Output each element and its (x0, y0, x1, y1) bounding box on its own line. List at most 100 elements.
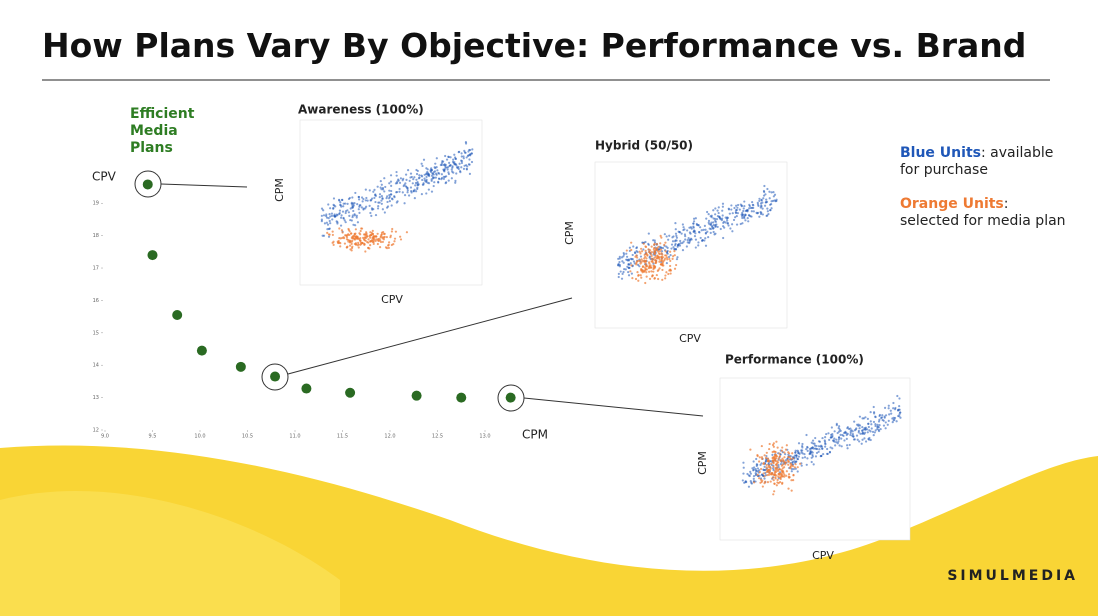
inset-dot (861, 438, 864, 441)
inset-dot (795, 454, 798, 457)
inset-dot (781, 463, 784, 466)
inset-dot (837, 438, 841, 441)
inset-dot (619, 270, 622, 273)
inset-dot (344, 234, 347, 237)
inset-dot (364, 235, 367, 239)
inset-dot (855, 434, 859, 437)
inset-dot (667, 238, 670, 241)
inset-dot (446, 168, 449, 171)
inset-dot (447, 179, 450, 182)
inset-dot (390, 230, 394, 233)
inset-dot (332, 197, 336, 200)
inset-dot (765, 214, 768, 218)
inset-dot (652, 264, 655, 267)
inset-dot (658, 250, 662, 253)
inset-dot (378, 246, 382, 249)
inset-dot (385, 206, 389, 209)
inset-dot (358, 239, 362, 242)
plan-point (142, 179, 153, 190)
inset-dot (617, 257, 620, 260)
inset-dot (440, 176, 444, 180)
inset-dot (872, 411, 876, 414)
inset-dot (820, 454, 823, 458)
y-axis-label: CPV (92, 170, 117, 184)
inset-dot (445, 158, 449, 161)
inset-dot (366, 240, 369, 244)
inset-dot (787, 463, 790, 466)
inset-dot (874, 423, 877, 426)
inset-dot (641, 265, 644, 269)
inset-dot (787, 473, 791, 476)
inset-dot (468, 158, 471, 161)
inset-dot (857, 431, 860, 434)
inset-dot (753, 466, 756, 469)
inset-dot (657, 252, 661, 255)
inset-dot (623, 268, 626, 271)
inset-dot (866, 431, 869, 434)
inset-dot (799, 462, 802, 465)
inset-dot (635, 246, 639, 249)
inset-dot (894, 406, 897, 410)
inset-dot (661, 278, 664, 281)
inset-dot (837, 440, 840, 443)
inset-dot (331, 218, 334, 221)
inset-dot (369, 243, 372, 247)
inset-dot (765, 198, 768, 201)
inset-dot (320, 207, 324, 210)
inset-dot (835, 438, 838, 441)
inset-dot (665, 235, 668, 238)
inset-dot (669, 254, 672, 257)
inset-dot (384, 246, 388, 249)
inset-dot (680, 232, 683, 235)
inset-dot (766, 187, 769, 191)
inset-dot (773, 193, 777, 196)
inset-dot (435, 165, 438, 169)
inset-dot (672, 246, 675, 249)
inset-dot (326, 231, 329, 234)
inset-dot (370, 199, 373, 202)
inset-dot (346, 234, 349, 237)
inset-dot (676, 245, 679, 248)
inset-dot (761, 207, 764, 210)
inset-dot (879, 428, 882, 431)
plan-point (411, 390, 422, 401)
inset-dot (427, 188, 430, 191)
inset-dot (742, 461, 745, 464)
inset-dot (368, 204, 371, 207)
inset-dot (759, 202, 763, 205)
inset-dot (633, 251, 637, 254)
inset-dot (387, 246, 390, 249)
inset-dot (758, 199, 761, 203)
inset-dot (463, 164, 466, 167)
inset-dot (333, 204, 336, 207)
inset-dot (770, 207, 773, 210)
inset-dot (749, 448, 752, 451)
inset-dot (380, 199, 383, 202)
inset-dot (790, 470, 793, 473)
inset-dot (698, 231, 701, 234)
inset-dot (348, 244, 352, 247)
inset-dot (750, 482, 753, 485)
inset-dot (338, 212, 341, 216)
inset-dot (656, 246, 659, 250)
inset-dot (876, 425, 879, 428)
inset-dot (329, 222, 332, 225)
plan-point (301, 383, 312, 394)
inset-dot (465, 167, 468, 170)
inset-dot (745, 480, 748, 484)
inset-dot (749, 206, 753, 210)
inset-dot (373, 188, 376, 191)
inset-dot (364, 239, 367, 242)
inset-dot (684, 235, 687, 238)
inset-dot (429, 168, 432, 171)
inset-dot (381, 240, 384, 244)
inset-dot (814, 436, 817, 440)
inset-dot (701, 239, 704, 242)
inset-dot (817, 450, 820, 453)
inset-dot (660, 263, 663, 266)
inset-dot (874, 424, 877, 428)
inset-dot (826, 447, 829, 451)
inset-dot (756, 454, 759, 457)
inset-dot (775, 484, 778, 487)
inset-dot (744, 219, 747, 222)
